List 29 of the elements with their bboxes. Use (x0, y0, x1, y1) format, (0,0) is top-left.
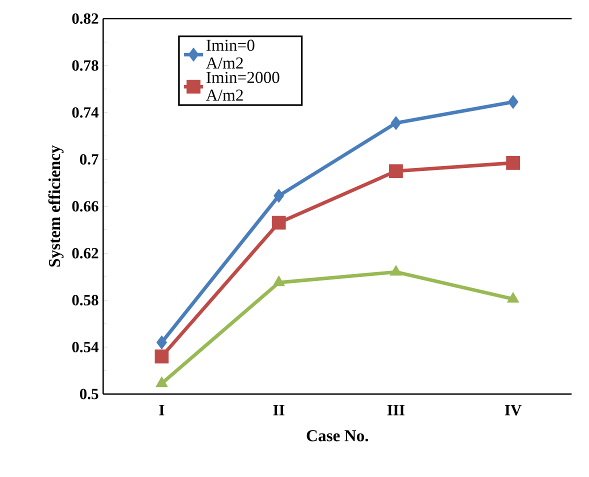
point (156, 376, 168, 388)
legend-label: Imin=0 A/m2 (206, 40, 254, 69)
x-axis-title: Case No. (306, 430, 368, 442)
y-tick-label: 0.82 (72, 13, 98, 24)
point (272, 276, 285, 286)
legend-label: Imin=2000 A/m2 (206, 72, 280, 101)
x-tick-label: III (387, 405, 404, 416)
y-tick-label: 0.62 (72, 248, 98, 259)
point (390, 265, 402, 276)
x-tick-label: II (273, 405, 284, 416)
point (274, 188, 284, 203)
point (154, 350, 169, 364)
y-tick-label: 0.58 (72, 294, 98, 306)
point (507, 292, 520, 303)
point (389, 164, 403, 178)
x-tick-label: IV (504, 405, 522, 416)
point (156, 335, 167, 350)
x-tick-label: I (159, 405, 164, 416)
y-tick-label: 0.66 (72, 201, 98, 212)
point (390, 116, 402, 130)
point (272, 216, 286, 230)
y-tick-label: 0.74 (72, 107, 99, 118)
y-tick-label: 0.78 (72, 60, 98, 71)
point (506, 156, 520, 170)
y-tick-label: 0.7 (80, 154, 98, 165)
y-axis-title: System efficiency (48, 145, 64, 267)
y-tick-label: 0.5 (80, 388, 98, 400)
y-tick-label: 0.54 (72, 342, 99, 352)
point (508, 94, 518, 109)
